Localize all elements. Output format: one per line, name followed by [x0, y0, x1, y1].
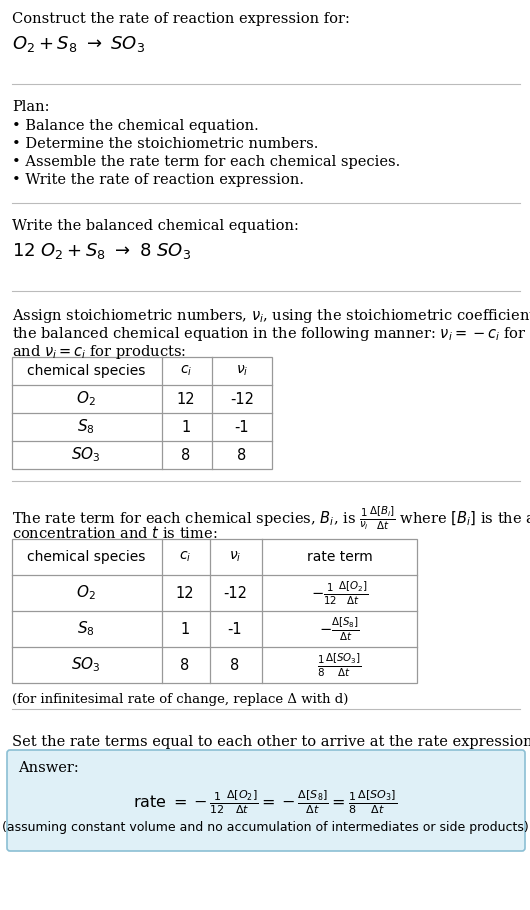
- Text: $S_8$: $S_8$: [77, 620, 95, 638]
- Text: $O_2$: $O_2$: [76, 583, 96, 602]
- Text: 1: 1: [181, 420, 191, 434]
- Text: $12\ O_2 + S_8\ \rightarrow\ 8\ SO_3$: $12\ O_2 + S_8\ \rightarrow\ 8\ SO_3$: [12, 241, 191, 261]
- Text: $O_2$: $O_2$: [76, 389, 96, 409]
- Text: 8: 8: [180, 658, 190, 672]
- Text: -12: -12: [223, 585, 247, 601]
- Text: concentration and $t$ is time:: concentration and $t$ is time:: [12, 525, 217, 541]
- Text: • Determine the stoichiometric numbers.: • Determine the stoichiometric numbers.: [12, 137, 319, 151]
- Text: -1: -1: [235, 420, 249, 434]
- Text: $c_i$: $c_i$: [180, 364, 192, 379]
- Text: 8: 8: [237, 448, 246, 462]
- Bar: [12, 357, 272, 469]
- Text: 8: 8: [181, 448, 191, 462]
- Text: the balanced chemical equation in the following manner: $\nu_i = -c_i$ for react: the balanced chemical equation in the fo…: [12, 325, 530, 343]
- Text: 8: 8: [231, 658, 240, 672]
- Text: Write the balanced chemical equation:: Write the balanced chemical equation:: [12, 219, 299, 233]
- Text: -1: -1: [228, 622, 242, 636]
- Text: Plan:: Plan:: [12, 100, 49, 114]
- Text: $\frac{1}{8}\frac{\Delta[SO_3]}{\Delta t}$: $\frac{1}{8}\frac{\Delta[SO_3]}{\Delta t…: [317, 652, 362, 679]
- Text: chemical species: chemical species: [27, 364, 145, 378]
- Text: (assuming constant volume and no accumulation of intermediates or side products): (assuming constant volume and no accumul…: [2, 821, 528, 834]
- Text: $c_i$: $c_i$: [179, 550, 191, 564]
- Text: (for infinitesimal rate of change, replace Δ with d): (for infinitesimal rate of change, repla…: [12, 693, 348, 706]
- Text: Assign stoichiometric numbers, $\nu_i$, using the stoichiometric coefficients, $: Assign stoichiometric numbers, $\nu_i$, …: [12, 307, 530, 325]
- Text: $O_2 + S_8\ \rightarrow\ SO_3$: $O_2 + S_8\ \rightarrow\ SO_3$: [12, 34, 145, 54]
- Bar: [12, 539, 417, 683]
- FancyBboxPatch shape: [7, 750, 525, 851]
- Text: -12: -12: [230, 391, 254, 407]
- Text: $S_8$: $S_8$: [77, 418, 95, 437]
- Text: Construct the rate of reaction expression for:: Construct the rate of reaction expressio…: [12, 12, 350, 26]
- Text: • Assemble the rate term for each chemical species.: • Assemble the rate term for each chemic…: [12, 155, 400, 169]
- Text: $-\frac{1}{12}\frac{\Delta[O_2]}{\Delta t}$: $-\frac{1}{12}\frac{\Delta[O_2]}{\Delta …: [311, 580, 368, 607]
- Text: 1: 1: [180, 622, 190, 636]
- Text: rate term: rate term: [307, 550, 373, 564]
- Text: $SO_3$: $SO_3$: [71, 446, 101, 464]
- Text: $SO_3$: $SO_3$: [71, 655, 101, 674]
- Text: • Write the rate of reaction expression.: • Write the rate of reaction expression.: [12, 173, 304, 187]
- Text: $\nu_i$: $\nu_i$: [229, 550, 241, 564]
- Text: 12: 12: [175, 585, 195, 601]
- Text: $-\frac{\Delta[S_8]}{\Delta t}$: $-\frac{\Delta[S_8]}{\Delta t}$: [319, 615, 360, 642]
- Text: • Balance the chemical equation.: • Balance the chemical equation.: [12, 119, 259, 133]
- Text: The rate term for each chemical species, $B_i$, is $\frac{1}{\nu_i}\frac{\Delta[: The rate term for each chemical species,…: [12, 505, 530, 532]
- Text: and $\nu_i = c_i$ for products:: and $\nu_i = c_i$ for products:: [12, 343, 187, 361]
- Text: Answer:: Answer:: [18, 761, 79, 775]
- Text: Set the rate terms equal to each other to arrive at the rate expression:: Set the rate terms equal to each other t…: [12, 735, 530, 749]
- Text: $\nu_i$: $\nu_i$: [236, 364, 248, 379]
- Text: chemical species: chemical species: [27, 550, 145, 564]
- Text: 12: 12: [176, 391, 196, 407]
- Text: rate $= -\frac{1}{12}\frac{\Delta[O_2]}{\Delta t} = -\frac{\Delta[S_8]}{\Delta t: rate $= -\frac{1}{12}\frac{\Delta[O_2]}{…: [133, 788, 397, 816]
